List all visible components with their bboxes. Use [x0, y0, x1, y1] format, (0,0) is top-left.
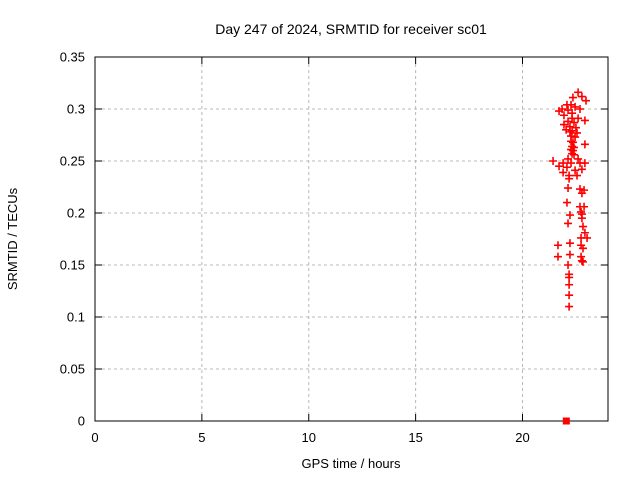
data-point-marker	[581, 96, 590, 105]
chart-title: Day 247 of 2024, SRMTID for receiver sc0…	[215, 21, 487, 37]
data-point-marker	[571, 102, 580, 111]
data-point-marker	[574, 88, 583, 97]
y-tick-label: 0.3	[67, 102, 85, 117]
data-point-marker	[565, 239, 574, 248]
data-point-marker	[570, 150, 579, 159]
zero-value-marker	[562, 417, 570, 425]
data-point-marker	[564, 219, 573, 228]
x-tick-label: 0	[91, 430, 98, 445]
data-point-marker	[564, 184, 573, 193]
data-point-marker	[565, 250, 574, 259]
y-axis-label: SRMTID / TECUs	[5, 187, 20, 290]
data-point-marker	[565, 280, 574, 289]
gridlines	[102, 64, 601, 414]
data-point-marker	[573, 171, 582, 180]
data-point-marker	[564, 106, 573, 115]
y-tick-label: 0.15	[60, 258, 85, 273]
y-tick-label: 0	[78, 414, 85, 429]
data-point-marker	[559, 159, 568, 168]
data-point-marker	[570, 118, 579, 127]
data-point-marker	[553, 252, 562, 261]
data-point-marker	[565, 174, 574, 183]
x-tick-label: 20	[515, 430, 529, 445]
x-tick-label: 10	[302, 430, 316, 445]
data-point-marker	[564, 154, 573, 163]
data-point-marker	[564, 261, 573, 269]
x-tick-label: 5	[198, 430, 205, 445]
data-point-marker	[580, 140, 589, 149]
data-point-marker	[575, 105, 584, 113]
data-point-marker	[565, 211, 574, 220]
y-tick-label: 0.1	[67, 310, 85, 325]
y-tick-label: 0.2	[67, 206, 85, 221]
data-point-marker	[565, 273, 574, 282]
data-point-marker	[577, 165, 586, 174]
data-point-marker	[583, 233, 592, 242]
data-point-marker	[559, 168, 568, 177]
x-axis-label: GPS time / hours	[302, 456, 401, 471]
y-tick-label: 0.25	[60, 154, 85, 169]
data-point-marker	[574, 114, 583, 123]
data-point-marker	[568, 93, 577, 102]
data-point-marker	[568, 138, 577, 147]
data-point-marker	[565, 127, 574, 136]
data-point-marker	[562, 163, 571, 172]
data-point-marker	[575, 185, 584, 194]
data-point-marker	[553, 241, 562, 250]
data-point-marker	[565, 291, 574, 300]
data-point-marker	[574, 154, 583, 163]
data-point-marker	[555, 162, 564, 171]
data-point-marker	[578, 222, 587, 231]
data-point-marker	[567, 100, 576, 109]
data-point-marker	[559, 111, 568, 120]
data-point-marker	[564, 117, 573, 126]
data-point-marker	[559, 120, 568, 129]
x-tick-label: 15	[408, 430, 422, 445]
data-point-marker	[571, 133, 580, 142]
data-point-marker	[549, 157, 558, 165]
data-point-marker	[571, 166, 580, 175]
data-point-marker	[578, 257, 587, 266]
data-point-marker	[565, 302, 574, 311]
data-point-marker	[578, 244, 587, 253]
axis-ticks	[94, 56, 608, 422]
data-point-marker	[580, 116, 589, 125]
data-point-marker	[580, 202, 589, 211]
data-point-marker	[567, 159, 576, 168]
data-point-marker	[562, 198, 571, 207]
y-tick-label: 0.35	[60, 50, 85, 65]
data-point-marker	[577, 92, 586, 101]
data-point-marker	[580, 228, 589, 237]
data-points	[549, 88, 592, 425]
data-point-marker	[555, 107, 564, 116]
data-point-marker	[580, 159, 589, 168]
data-point-marker	[573, 128, 582, 137]
plot-border	[94, 56, 609, 422]
data-point-marker	[577, 189, 586, 198]
data-point-marker	[577, 214, 586, 223]
tick-labels: 0 5 10 15 20 0 0.05 0.1 0.15 0.2 0.25 0.3 0.35	[60, 50, 530, 446]
y-tick-label: 0.05	[60, 362, 85, 377]
data-point-marker	[577, 256, 586, 265]
data-point-marker	[577, 252, 586, 261]
